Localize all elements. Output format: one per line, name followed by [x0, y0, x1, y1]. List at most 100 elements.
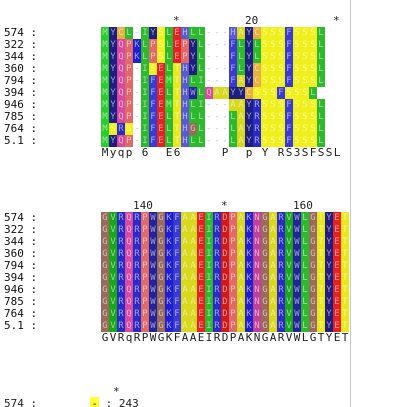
residue-cell: L: [301, 296, 309, 308]
residue-cell: E: [197, 248, 205, 260]
residue-cell: R: [213, 320, 221, 332]
residue-cell: S: [277, 39, 285, 51]
residue-cell: F: [173, 260, 181, 272]
residue-cell: E: [197, 272, 205, 284]
residue-cell: L: [165, 123, 173, 135]
residue-cell: Q: [125, 272, 133, 284]
residue-cell: -: [221, 27, 229, 39]
residue-cell: -: [205, 39, 213, 51]
residue-cell: G: [309, 296, 317, 308]
consensus-char: 3: [293, 146, 301, 159]
residue-cell: L: [189, 111, 197, 123]
residue-cell: C: [245, 87, 253, 99]
residue-cell: L: [253, 39, 261, 51]
residue-cell: F: [173, 272, 181, 284]
residue-cell: K: [245, 248, 253, 260]
residue-cell: H: [181, 63, 189, 75]
sequence-label: 344 :: [4, 235, 38, 248]
residue-cell: R: [277, 224, 285, 236]
consensus-char: A: [237, 331, 245, 344]
residue-cell: K: [245, 296, 253, 308]
residue-cell: L: [301, 320, 309, 332]
residue-cell: I: [205, 224, 213, 236]
residue-cell: R: [117, 320, 125, 332]
residue-cell: Y: [109, 27, 117, 39]
residue-cell: -: [213, 111, 221, 123]
residue-cell: K: [245, 320, 253, 332]
residue-cell: H: [181, 135, 189, 147]
residue-cell: E: [157, 99, 165, 111]
consensus-char: T: [317, 331, 325, 344]
alignment-block-1: * 20 * 574 : M Y C L - I Y S L E H L L - - - H A Y C S S S F S S S L 32…: [0, 15, 350, 159]
residue-cell: A: [237, 224, 245, 236]
residue-cell: W: [293, 236, 301, 248]
residue-cell: K: [133, 51, 141, 63]
residue-cell: Q: [125, 248, 133, 260]
consensus-char: L: [301, 331, 309, 344]
residue-cell: -: [221, 39, 229, 51]
residue-cell: N: [253, 272, 261, 284]
residue-cell: F: [173, 308, 181, 320]
residue-cell: P: [229, 224, 237, 236]
ruler-mark: 20: [245, 14, 259, 27]
residue-cell: T: [341, 308, 349, 320]
residue-cell: S: [301, 27, 309, 39]
residue-cell: L: [301, 224, 309, 236]
residue-cell: P: [125, 99, 133, 111]
residue-cell: G: [101, 296, 109, 308]
residue-cell: I: [205, 308, 213, 320]
residue-cell: G: [101, 224, 109, 236]
residue-cell: T: [341, 284, 349, 296]
residue-cell: A: [237, 99, 245, 111]
consensus-char: R: [133, 331, 141, 344]
residue-cell: R: [213, 260, 221, 272]
residue-cell: P: [229, 320, 237, 332]
residue-cell: G: [309, 284, 317, 296]
residue-cell: T: [341, 272, 349, 284]
residue-cell: -: [133, 75, 141, 87]
residue-cell: A: [269, 212, 277, 224]
residue-cell: S: [253, 87, 261, 99]
residue-cell: V: [109, 308, 117, 320]
residue-cell: Y: [245, 27, 253, 39]
residue-cell: L: [253, 51, 261, 63]
residue-cell: I: [205, 236, 213, 248]
residue-cell: R: [133, 272, 141, 284]
residue-cell: M: [101, 51, 109, 63]
residue-cell: M: [101, 39, 109, 51]
residue-cell: T: [173, 99, 181, 111]
position-ruler-1: * 20 *: [0, 15, 350, 27]
residue-cell: S: [125, 123, 133, 135]
residue-cell: E: [333, 284, 341, 296]
residue-cell: W: [189, 87, 197, 99]
residue-cell: -: [221, 135, 229, 147]
residue-cell: Q: [117, 51, 125, 63]
residue-cell: F: [229, 51, 237, 63]
consensus-char: q: [125, 331, 133, 344]
residue-cell: L: [197, 135, 205, 147]
residue-cell: S: [261, 51, 269, 63]
residue-cell: E: [197, 212, 205, 224]
residue-cell: L: [189, 99, 197, 111]
consensus-char: N: [253, 331, 261, 344]
residue-cell: L: [229, 135, 237, 147]
residue-cell: H: [229, 27, 237, 39]
residue-cell: A: [269, 236, 277, 248]
consensus-char: I: [205, 331, 213, 344]
residue-cell: S: [261, 27, 269, 39]
residue-cell: L: [165, 87, 173, 99]
residue-cell: P: [141, 224, 149, 236]
residue-cell: P: [141, 260, 149, 272]
residue-cell: Y: [325, 224, 333, 236]
residue-cell: S: [261, 39, 269, 51]
residue-cell: N: [253, 296, 261, 308]
residue-cell: R: [213, 212, 221, 224]
residue-cell: A: [237, 320, 245, 332]
residue-cell: G: [157, 272, 165, 284]
residue-cell: S: [157, 39, 165, 51]
